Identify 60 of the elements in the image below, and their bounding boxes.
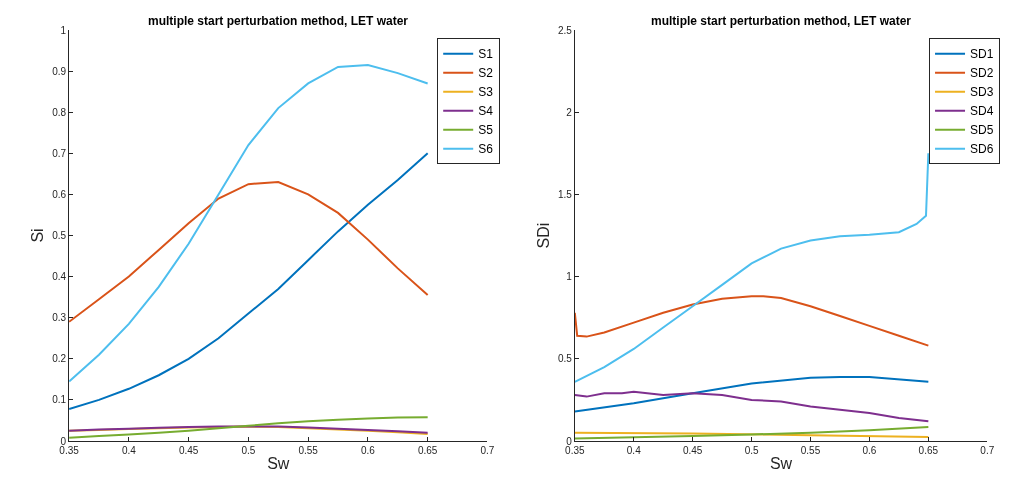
line-series (69, 416, 429, 439)
legend-label: SD3 (970, 85, 994, 100)
x-axis-title: Sw (267, 454, 290, 472)
line-series (69, 152, 429, 410)
x-tick-label: 0.5 (241, 445, 256, 456)
x-tick-label: 0.55 (800, 445, 821, 456)
x-tick-label: 0.7 (480, 445, 495, 456)
legend-label: S3 (478, 85, 494, 100)
x-tick-label: 0.4 (121, 445, 137, 456)
line-series (69, 63, 429, 383)
y-tick-label: 2.5 (557, 24, 573, 36)
legend-label: S6 (478, 142, 494, 157)
y-tick-label: 0.6 (52, 188, 67, 200)
y-tick-label: 0 (566, 435, 573, 447)
x-tick-label: 0.55 (298, 445, 319, 456)
legend-label: S5 (478, 123, 494, 138)
x-tick-label: 0.65 (417, 445, 438, 456)
x-tick-label: 0.6 (360, 445, 376, 456)
legend-label: SD4 (970, 104, 994, 119)
x-axis-title: Sw (769, 454, 793, 472)
y-tick-label: 0.4 (52, 271, 67, 283)
legend-label: SD6 (970, 142, 994, 157)
x-tick-label: 0.4 (626, 445, 642, 456)
y-tick-label: 0.5 (52, 230, 67, 241)
x-tick-label: 0.35 (565, 445, 585, 456)
line-series (574, 295, 930, 347)
line-series (574, 426, 930, 440)
y-tick-label: 1 (60, 24, 67, 36)
y-tick-label: 0.2 (52, 353, 67, 365)
x-tick-label: 0.45 (682, 445, 703, 456)
chart-title: multiple start perturbation method, LET water (148, 14, 409, 28)
legend-label: SD2 (970, 66, 994, 81)
y-axis-title: Si (29, 228, 47, 243)
x-tick-label: 0.45 (178, 445, 199, 456)
chart-title: multiple start perturbation method, LET water (651, 14, 912, 28)
legend-label: S1 (478, 47, 494, 62)
x-tick-label: 0.5 (744, 445, 759, 456)
x-tick-label: 0.65 (918, 445, 939, 456)
x-tick-label: 0.35 (59, 445, 80, 456)
legend-label: SD5 (970, 123, 994, 138)
legend-label: SD1 (970, 47, 994, 62)
y-axis-title: SDi (534, 222, 552, 249)
y-tick-label: 0.1 (52, 394, 67, 406)
legend-label: S2 (478, 66, 494, 81)
y-tick-label: 0.5 (557, 353, 573, 365)
y-tick-label: 0.8 (52, 106, 67, 118)
y-tick-label: 2 (566, 106, 573, 118)
y-tick-label: 1.5 (557, 188, 573, 200)
x-tick-label: 0.6 (862, 445, 877, 456)
y-tick-label: 1 (566, 271, 573, 283)
line-series (69, 181, 429, 323)
legend-label: S4 (478, 104, 494, 119)
x-tick-label: 0.7 (980, 445, 995, 456)
y-tick-label: 0.3 (52, 312, 67, 324)
y-tick-label: 0.7 (52, 147, 67, 159)
y-tick-label: 0.9 (52, 65, 67, 77)
line-series (574, 152, 930, 383)
line-series (574, 390, 930, 423)
y-tick-label: 0 (60, 435, 67, 447)
line-series (574, 375, 930, 413)
